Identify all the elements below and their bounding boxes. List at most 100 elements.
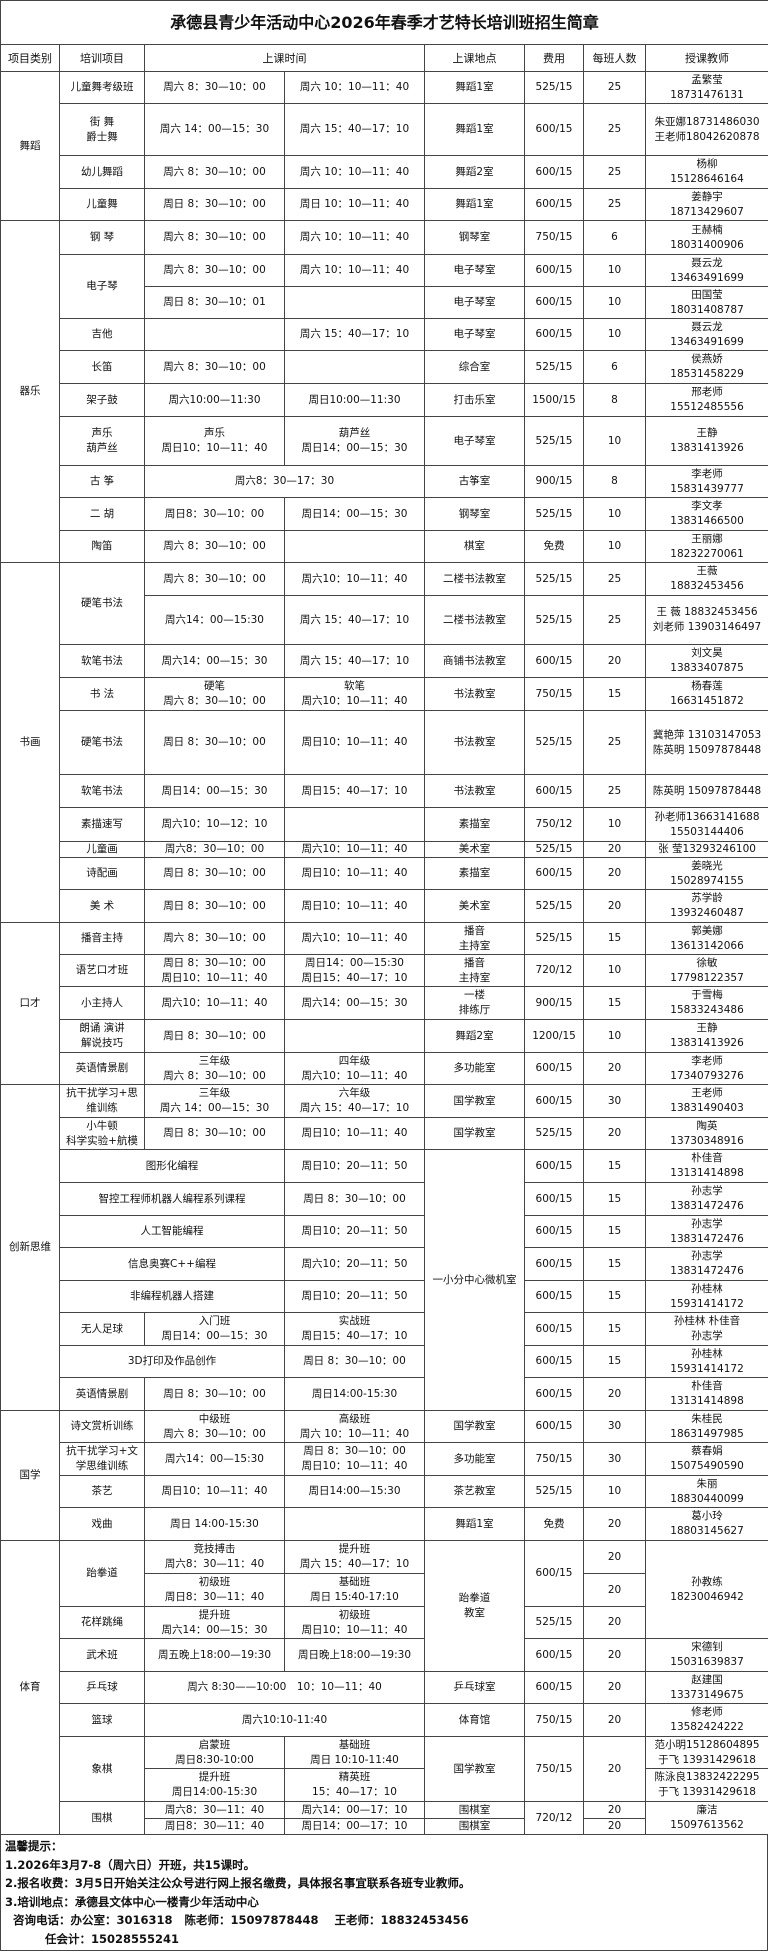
course-name-cell: 电子琴 (60, 255, 145, 319)
time-slot-1-cell: 周日 8：30—10：00 (145, 1020, 285, 1053)
time-slot-2-cell: 周日10：20—11：50 (285, 1281, 425, 1313)
time-slot-1-cell: 周六14：00—15：30 (145, 645, 285, 678)
fee-cell: 900/15 (525, 987, 584, 1020)
class-size-cell: 20 (584, 1737, 646, 1802)
time-slot-2-cell: 周日 8：30—10：00 周日10：10—11：40 (285, 1443, 425, 1476)
header-category: 项目类别 (1, 45, 60, 72)
fee-cell: 600/15 (525, 1541, 584, 1607)
time-slot-1-cell: 周六 14：00—15：30 (145, 104, 285, 156)
category-art: 书画 (1, 563, 60, 923)
location-cell: 商铺书法教室 (425, 645, 525, 678)
location-cell: 舞蹈1室 (425, 72, 525, 104)
time-slot-1-cell: 周日10：10—11：40 (145, 1476, 285, 1508)
page-title: 承德县青少年活动中心2026年春季才艺特长培训班招生简章 (1, 1, 768, 45)
class-size-cell: 25 (584, 596, 646, 645)
time-slot-2-cell: 周日10：20—11：50 (285, 1150, 425, 1183)
course-name-cell: 诗配画 (60, 858, 145, 890)
fee-cell: 600/15 (525, 1672, 584, 1704)
course-name-cell: 非编程机器人搭建 (60, 1281, 285, 1313)
teacher-contact-cell: 王 薇 18832453456 刘老师 13903146497 (646, 596, 768, 645)
teacher-contact-cell: 王静 13831413926 (646, 1020, 768, 1053)
teacher-contact-cell: 张 莹13293246100 (646, 842, 768, 858)
category-dance: 舞蹈 (1, 72, 60, 221)
fee-cell: 600/15 (525, 1150, 584, 1183)
time-slot-2-cell: 基础班 周日 10:10-11:40 (285, 1737, 425, 1769)
class-size-cell: 20 (584, 1802, 646, 1819)
time-slot-1-cell: 周日 8：30—10：00 (145, 1378, 285, 1411)
fee-cell: 600/15 (525, 1411, 584, 1443)
time-slot-2-cell: 周日15：40—17：10 (285, 775, 425, 808)
location-cell: 国学教室 (425, 1118, 525, 1150)
location-cell: 二楼书法教室 (425, 596, 525, 645)
fee-cell: 525/15 (525, 711, 584, 775)
teacher-contact-cell: 侯燕娇 18531458229 (646, 351, 768, 384)
header-item: 培训项目 (60, 45, 145, 72)
time-slot-2-cell: 周六 15：40—17：10 (285, 645, 425, 678)
time-slot-2-cell: 四年级 周六10：10—11：40 (285, 1053, 425, 1085)
teacher-contact-cell: 孙志学 13831472476 (646, 1183, 768, 1216)
class-size-cell: 20 (584, 890, 646, 923)
class-size-cell: 15 (584, 923, 646, 955)
fee-cell: 525/15 (525, 923, 584, 955)
teacher-contact-cell: 孙志学 13831472476 (646, 1216, 768, 1248)
course-name-cell: 儿童舞 (60, 189, 145, 221)
location-cell: 电子琴室 (425, 287, 525, 319)
fee-cell: 525/15 (525, 890, 584, 923)
time-slot-1-cell: 硬笔 周六 8：30—10：00 (145, 678, 285, 711)
location-cell: 跆拳道 教室 (425, 1541, 525, 1672)
teacher-contact-cell: 孙老师13663141688 15503144406 (646, 808, 768, 842)
fee-cell: 免费 (525, 1508, 584, 1541)
teacher-contact-cell: 姜晓光 15028974155 (646, 858, 768, 890)
class-size-cell: 15 (584, 1346, 646, 1378)
time-slot-1-cell (145, 319, 285, 351)
class-size-cell: 20 (584, 1508, 646, 1541)
note-line: 3.培训地点：承德县文体中心一楼青少年活动中心 (5, 1893, 763, 1912)
location-cell: 播音 主持室 (425, 923, 525, 955)
teacher-contact-cell: 王静 13831413926 (646, 417, 768, 466)
time-slot-1-cell: 启蒙班 周日8:30-10:00 (145, 1737, 285, 1769)
teacher-contact-cell: 陈泳良13832422295 于飞 13931429618 (646, 1769, 768, 1802)
location-cell: 多功能室 (425, 1443, 525, 1476)
location-cell: 国学教室 (425, 1411, 525, 1443)
teacher-contact-cell: 杨柳 15128646164 (646, 156, 768, 189)
fee-cell: 600/15 (525, 104, 584, 156)
location-cell: 体育馆 (425, 1704, 525, 1737)
course-name-cell: 二 胡 (60, 498, 145, 531)
location-cell: 一小分中心微机室 (425, 1150, 525, 1411)
time-slot-2-cell: 周六14：00—15：30 (285, 987, 425, 1020)
class-size-cell: 20 (584, 1378, 646, 1411)
time-slot-1-cell: 周六10:00—11:30 (145, 384, 285, 417)
fee-cell: 600/15 (525, 1378, 584, 1411)
time-slot-2-cell (285, 1508, 425, 1541)
class-size-cell: 10 (584, 1020, 646, 1053)
class-size-cell: 15 (584, 678, 646, 711)
teacher-contact-cell: 朱桂民 18631497985 (646, 1411, 768, 1443)
class-size-cell: 10 (584, 287, 646, 319)
fee-cell: 600/15 (525, 1085, 584, 1118)
fee-cell: 1500/15 (525, 384, 584, 417)
time-slot-2-cell: 初级班 周日10：10—11：40 (285, 1607, 425, 1639)
time-slot-2-cell: 软笔 周六10：10—11：40 (285, 678, 425, 711)
location-cell: 国学教室 (425, 1085, 525, 1118)
time-slot-1-cell: 三年级 周六 14：00—15：30 (145, 1085, 285, 1118)
class-size-cell: 25 (584, 563, 646, 596)
class-size-cell: 10 (584, 319, 646, 351)
location-cell: 综合室 (425, 351, 525, 384)
time-slot-1-cell: 竞技搏击 周六8：30—11：40 (145, 1541, 285, 1574)
time-slot-2-cell: 实战班 周日15：40—17：10 (285, 1313, 425, 1346)
course-name-cell: 软笔书法 (60, 775, 145, 808)
class-size-cell: 20 (584, 842, 646, 858)
